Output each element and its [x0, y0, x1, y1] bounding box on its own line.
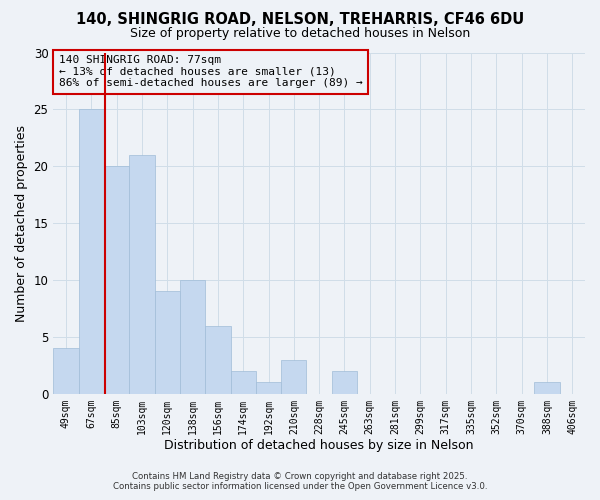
- Text: 140, SHINGRIG ROAD, NELSON, TREHARRIS, CF46 6DU: 140, SHINGRIG ROAD, NELSON, TREHARRIS, C…: [76, 12, 524, 28]
- Bar: [155, 292, 180, 394]
- X-axis label: Distribution of detached houses by size in Nelson: Distribution of detached houses by size …: [164, 440, 474, 452]
- Bar: [104, 166, 129, 394]
- Text: 140 SHINGRIG ROAD: 77sqm
← 13% of detached houses are smaller (13)
86% of semi-d: 140 SHINGRIG ROAD: 77sqm ← 13% of detach…: [59, 56, 362, 88]
- Bar: [281, 360, 307, 394]
- Text: Size of property relative to detached houses in Nelson: Size of property relative to detached ho…: [130, 28, 470, 40]
- Bar: [53, 348, 79, 394]
- Bar: [332, 371, 357, 394]
- Bar: [230, 371, 256, 394]
- Bar: [79, 110, 104, 394]
- Bar: [205, 326, 230, 394]
- Bar: [256, 382, 281, 394]
- Y-axis label: Number of detached properties: Number of detached properties: [15, 124, 28, 322]
- Bar: [129, 155, 155, 394]
- Bar: [180, 280, 205, 394]
- Text: Contains HM Land Registry data © Crown copyright and database right 2025.
Contai: Contains HM Land Registry data © Crown c…: [113, 472, 487, 491]
- Bar: [535, 382, 560, 394]
